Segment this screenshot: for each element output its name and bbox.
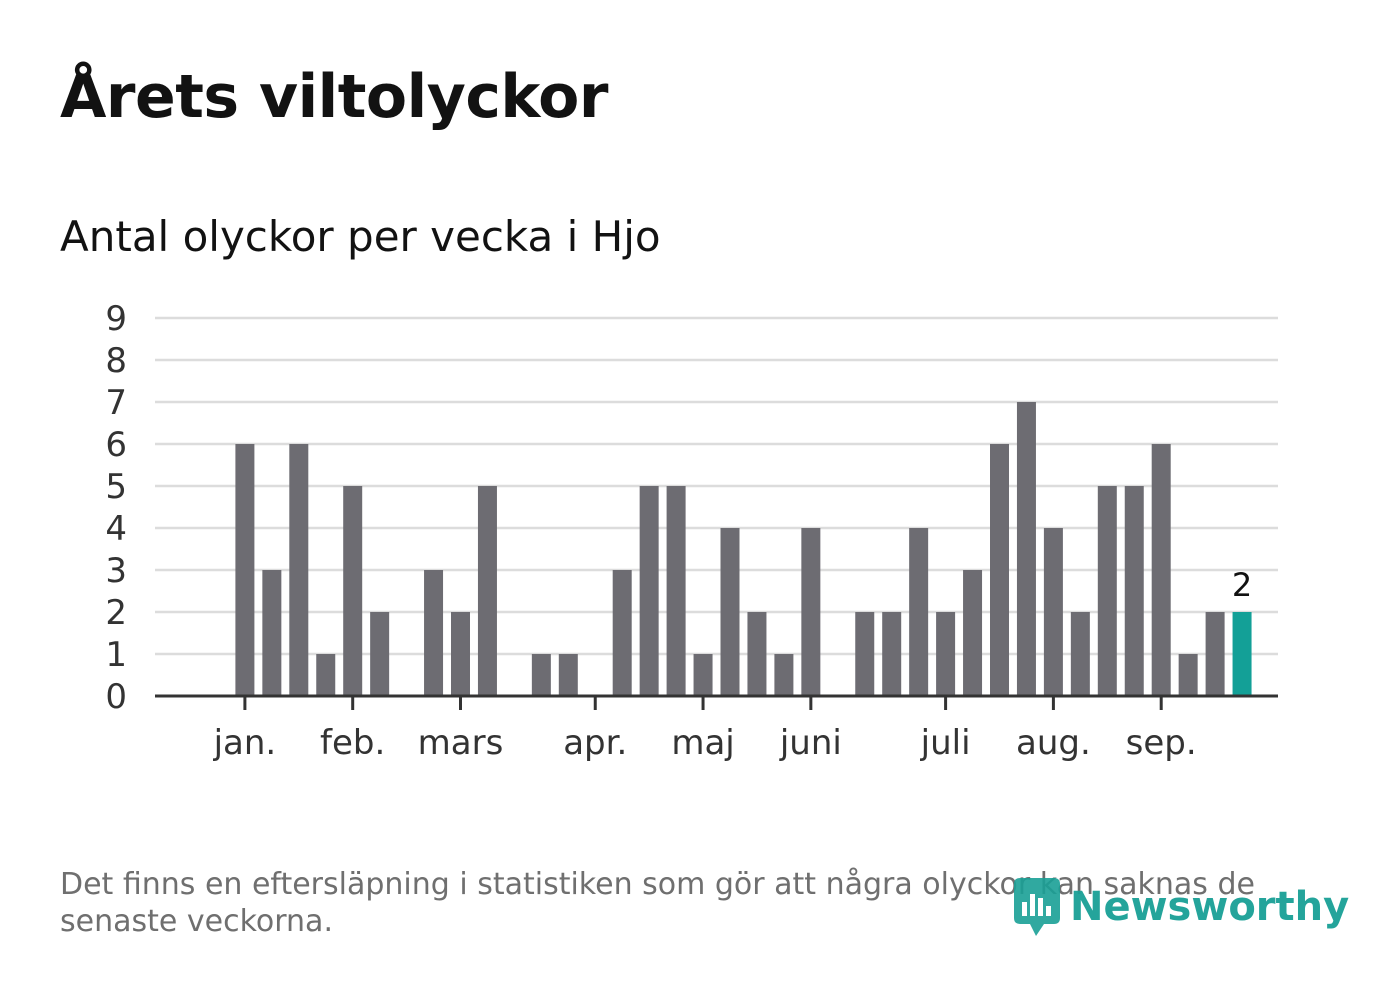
bar [612, 570, 632, 696]
bar [370, 612, 390, 696]
y-tick-label: 5 [105, 467, 127, 507]
bar [1070, 612, 1090, 696]
brand-name: Newsworthy [1070, 884, 1350, 930]
bar [1097, 486, 1117, 696]
bar [963, 570, 983, 696]
bar [235, 444, 255, 696]
bar [1043, 528, 1063, 696]
bar [936, 612, 956, 696]
brand-logo: Newsworthy [1010, 876, 1349, 938]
bar [289, 444, 309, 696]
y-tick-label: 3 [105, 551, 127, 591]
bar [451, 612, 470, 696]
bar [477, 486, 497, 696]
bar [909, 528, 929, 696]
y-tick-label: 1 [105, 635, 127, 675]
bar-highlight [1232, 612, 1252, 696]
newsworthy-icon [1014, 878, 1060, 936]
x-tick-label: juli [920, 723, 971, 763]
x-tick-label: juni [779, 723, 842, 763]
bar [720, 528, 740, 696]
y-tick-label: 9 [105, 299, 127, 339]
bars [235, 402, 1252, 696]
y-tick-label: 7 [105, 383, 127, 423]
bar [1016, 402, 1036, 696]
y-tick-label: 0 [105, 677, 127, 717]
bar [882, 612, 902, 696]
x-tick-label: mars [418, 723, 504, 763]
y-tick-label: 8 [105, 341, 127, 381]
bar [558, 654, 578, 696]
x-tick-label: feb. [320, 723, 385, 763]
bar [343, 486, 363, 696]
chart-subtitle: Antal olyckor per vecka i Hjo [60, 212, 661, 261]
bar [1178, 654, 1198, 696]
bar [801, 528, 821, 696]
bar [424, 570, 444, 696]
bar [774, 654, 794, 696]
x-tick-label: apr. [563, 723, 627, 763]
axes [155, 694, 1278, 710]
y-tick-label: 6 [105, 425, 127, 465]
bar [666, 486, 686, 696]
bar [531, 654, 551, 696]
bar [990, 444, 1009, 696]
y-tick-label: 4 [105, 509, 127, 549]
bar [693, 654, 713, 696]
chart-title: Årets viltolyckor [60, 62, 609, 132]
x-tick-label: aug. [1016, 723, 1091, 763]
bar [262, 570, 282, 696]
bar [1124, 486, 1144, 696]
bar [316, 654, 336, 696]
x-tick-label: maj [671, 723, 734, 763]
highlight-value-label: 2 [1232, 566, 1252, 604]
bar [1151, 444, 1171, 696]
x-tick-label: sep. [1126, 723, 1197, 763]
y-tick-label: 2 [105, 593, 127, 633]
bar [639, 486, 659, 696]
x-tick-label: jan. [213, 723, 277, 763]
gridlines [155, 316, 1278, 656]
bar [747, 612, 767, 696]
bar [855, 612, 875, 696]
bar [1205, 612, 1225, 696]
